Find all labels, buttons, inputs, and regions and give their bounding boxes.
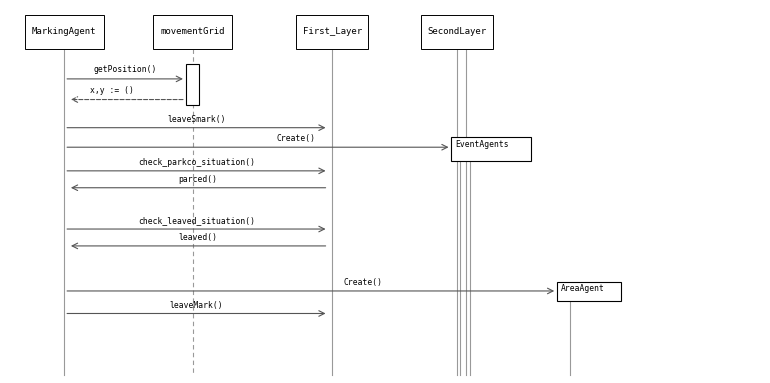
FancyBboxPatch shape (153, 15, 233, 49)
Text: MarkingAgent: MarkingAgent (32, 28, 96, 36)
Text: EventAgents: EventAgents (455, 140, 509, 149)
Text: leaveMark(): leaveMark() (169, 301, 223, 310)
Text: Create(): Create() (276, 134, 315, 144)
Text: leaveSmark(): leaveSmark() (167, 115, 226, 124)
Text: getPosition(): getPosition() (93, 65, 157, 74)
Text: check_leaved_situation(): check_leaved_situation() (138, 216, 255, 225)
FancyBboxPatch shape (421, 15, 493, 49)
Text: leaved(): leaved() (179, 233, 218, 242)
Text: parced(): parced() (179, 175, 218, 184)
Text: x,y := (): x,y := () (90, 86, 134, 95)
FancyBboxPatch shape (25, 15, 104, 49)
FancyBboxPatch shape (296, 15, 368, 49)
FancyBboxPatch shape (451, 137, 531, 162)
Text: SecondLayer: SecondLayer (427, 28, 486, 36)
Text: Create(): Create() (344, 278, 383, 287)
Text: check_parkco_situation(): check_parkco_situation() (138, 158, 255, 167)
Text: First_Layer: First_Layer (303, 28, 362, 36)
FancyBboxPatch shape (557, 282, 621, 301)
Text: movementGrid: movementGrid (160, 28, 225, 36)
FancyBboxPatch shape (186, 64, 199, 105)
Text: AreaAgent: AreaAgent (561, 284, 604, 293)
